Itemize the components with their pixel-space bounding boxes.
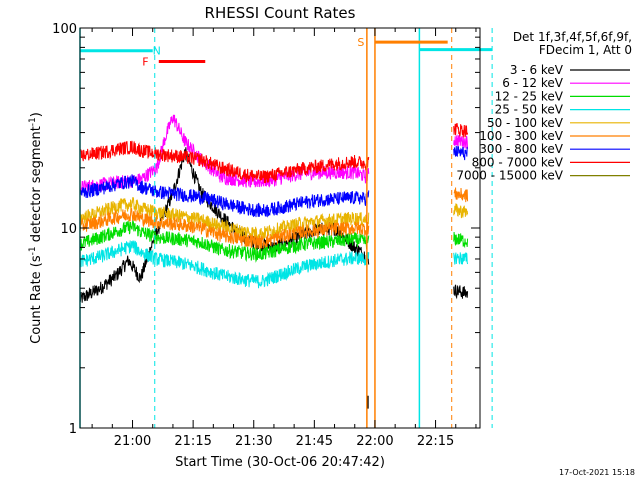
render-timestamp: 17-Oct-2021 15:18 (559, 468, 635, 477)
legend-label-300-800-kev: 300 - 800 keV (479, 142, 563, 156)
flag-label-f: F (142, 55, 148, 68)
series-line-3-6-kev-seg2 (453, 284, 469, 300)
y-axis-label-sup2: -1 (28, 117, 38, 126)
flag-label-s: S (357, 36, 364, 49)
y-tick-label: 1 (69, 422, 77, 437)
legend-label-800-7000-kev: 800 - 7000 keV (472, 155, 564, 169)
chart-title: RHESSI Count Rates (205, 4, 356, 22)
x-axis-label: Start Time (30-Oct-06 20:47:42) (175, 455, 385, 470)
legend: Det 1f,3f,4f,5f,6f,9f, FDecim 1, Att 0 3… (456, 30, 632, 183)
y-tick-label: 10 (60, 222, 77, 237)
legend-label-7000-15000-kev: 7000 - 15000 keV (456, 169, 563, 183)
series-line-25-50-kev-seg2 (453, 252, 469, 265)
flag-label-n: N (153, 45, 161, 58)
series-line-300-800-kev-seg1 (79, 174, 370, 218)
y-axis-label-mid: detector segment (29, 126, 44, 246)
series-line-25-50-kev-seg1 (79, 240, 370, 289)
legend-label-50-100-kev: 50 - 100 keV (487, 116, 564, 130)
annotation-layer: NF S (79, 28, 493, 428)
legend-label-100-300-kev: 100 - 300 keV (479, 129, 563, 143)
legend-label-12-25-kev: 12 - 25 keV (495, 89, 564, 103)
series-line-12-25-kev-seg2 (453, 232, 469, 249)
x-tick-label: 21:30 (235, 434, 272, 449)
legend-label-6-12-kev: 6 - 12 keV (502, 76, 564, 90)
legend-label-25-50-kev: 25 - 50 keV (495, 103, 564, 117)
series-line-100-300-kev-seg1 (79, 207, 370, 250)
y-axis-label: Count Rate (s-1 detector segment-1) (28, 112, 44, 344)
series-line-300-800-kev-seg2 (453, 145, 468, 161)
legend-title-line-2: FDecim 1, Att 0 (539, 43, 632, 57)
x-tick-label: 21:00 (114, 434, 151, 449)
series-line-800-7000-kev-seg2 (453, 122, 469, 138)
series-line-12-25-kev-seg1 (79, 218, 370, 263)
x-tick-label: 22:15 (417, 434, 454, 449)
y-axis-label-end: ) (29, 112, 44, 117)
legend-label-3-6-kev: 3 - 6 keV (510, 63, 564, 77)
series-line-100-300-kev-seg2 (453, 187, 469, 203)
legend-title-line-1: Det 1f,3f,4f,5f,6f,9f, (513, 30, 632, 44)
y-tick-label: 100 (52, 22, 77, 37)
series-line-800-7000-kev-seg1 (79, 140, 370, 184)
x-tick-label: 21:15 (174, 434, 211, 449)
x-tick-label: 22:00 (356, 434, 393, 449)
series-line-50-100-kev-seg1 (79, 196, 370, 241)
series-line-50-100-kev-seg2 (453, 203, 469, 219)
x-tick-label: 21:45 (296, 434, 333, 449)
series-line-6-12-kev-seg2 (453, 134, 469, 149)
axis-layer: 21:00 21:15 21:30 21:45 22:00 22:15 1 10 100 (52, 22, 480, 449)
series-layer (79, 114, 469, 303)
y-axis-label-main: Count Rate (s (29, 255, 44, 344)
y-axis-label-sup1: -1 (28, 246, 38, 255)
